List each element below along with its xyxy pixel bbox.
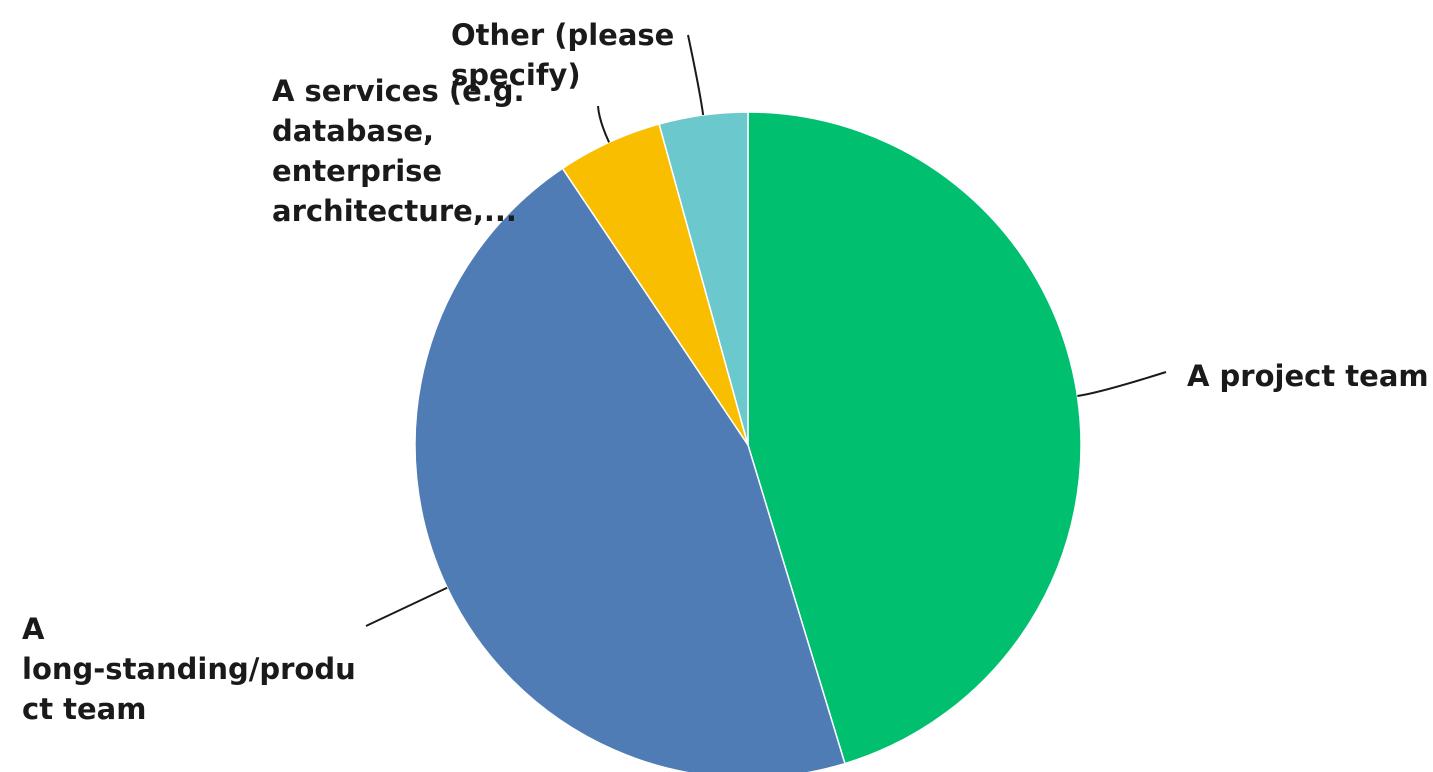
- pie-slice-long-standing-product-team: [414, 167, 846, 772]
- pie-slice-other: [658, 111, 749, 446]
- leader-line-other: [687, 34, 705, 116]
- leader-line-services-team: [597, 105, 610, 143]
- pie-slice-project-team: [747, 111, 1082, 765]
- leader-line-project-team: [1077, 371, 1167, 397]
- slice-label-other: Other (please specify): [451, 18, 675, 92]
- leader-line-long-standing-product-team: [365, 586, 448, 627]
- slice-label-services-team: A services (e.g. database, enterprise ar…: [272, 74, 525, 228]
- slice-label-project-team: A project team: [1187, 359, 1429, 393]
- slice-label-long-standing-product-team: A long-standing/produ ct team: [22, 612, 356, 726]
